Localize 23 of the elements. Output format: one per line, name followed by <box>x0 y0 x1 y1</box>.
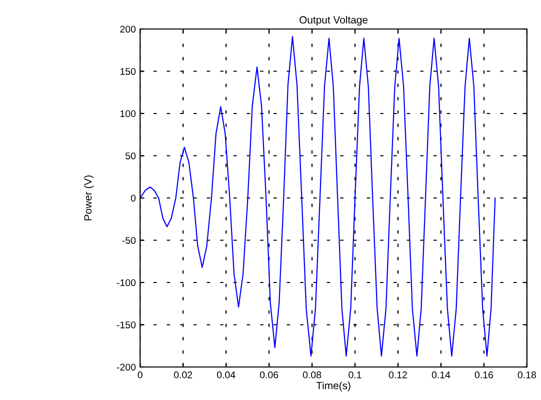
y-tick-label: 200 <box>120 26 136 33</box>
y-axis-title: Power (V) <box>84 175 94 220</box>
x-tick-label: 0.16 <box>474 371 493 378</box>
x-tick-label: 0.04 <box>216 371 236 378</box>
y-tick-label: 0 <box>130 194 136 202</box>
x-tick-label: 0.1 <box>348 371 362 378</box>
y-tick-label: 100 <box>120 110 136 118</box>
x-axis-title: Time(s) <box>316 382 350 392</box>
x-tick-label: 0.06 <box>260 371 278 378</box>
x-tick-label: 0 <box>138 371 142 378</box>
x-tick-label: 0.18 <box>518 371 536 378</box>
x-tick-label: 0.02 <box>174 371 192 378</box>
x-tick-label: 0.08 <box>302 371 322 378</box>
x-tick-label: 0.14 <box>432 371 450 378</box>
y-tick-label: 150 <box>120 68 136 75</box>
y-tick-label: -200 <box>116 364 136 371</box>
y-tick-label: -150 <box>116 321 136 328</box>
line-series <box>140 36 496 357</box>
x-tick-label: 0.12 <box>388 371 407 378</box>
y-tick-label: -100 <box>116 279 136 286</box>
y-tick-label: 50 <box>126 152 136 160</box>
chart-title: Output Voltage <box>300 16 368 26</box>
y-tick-label: -50 <box>122 236 136 244</box>
